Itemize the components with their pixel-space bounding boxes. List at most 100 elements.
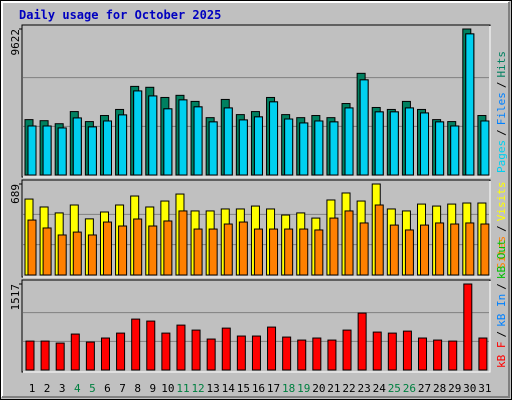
legend-label: Visits — [495, 182, 508, 222]
x-tick-label: 14 — [222, 382, 236, 395]
x-tick-label: 15 — [237, 382, 250, 395]
bar — [193, 228, 203, 276]
bar — [435, 222, 445, 276]
bar — [206, 338, 216, 371]
bar — [85, 341, 95, 371]
bar — [118, 114, 128, 176]
bar — [148, 95, 158, 176]
bar — [402, 330, 412, 371]
legend-label: Pages — [495, 140, 508, 173]
chart-title: Daily usage for October 2025 — [19, 8, 221, 22]
bar — [329, 121, 339, 176]
bar — [251, 335, 261, 371]
bar — [450, 223, 460, 276]
bar — [344, 210, 354, 276]
legend-separator: / — [495, 129, 508, 136]
x-tick-label: 21 — [327, 382, 340, 395]
bar — [314, 120, 324, 176]
bar — [55, 342, 65, 371]
y-max-label: 9622 — [9, 29, 22, 56]
x-tick-label: 16 — [252, 382, 265, 395]
legend-separator: / — [495, 225, 508, 232]
bar — [480, 120, 490, 176]
bar — [27, 219, 37, 276]
x-tick-label: 10 — [161, 382, 174, 395]
bar — [420, 224, 430, 276]
bar — [478, 337, 488, 371]
bar — [161, 332, 171, 371]
x-tick-label: 23 — [358, 382, 371, 395]
bar — [100, 337, 110, 371]
bar — [389, 224, 399, 276]
x-tick-label: 6 — [104, 382, 111, 395]
x-tick-label: 12 — [191, 382, 204, 395]
bar — [420, 112, 430, 176]
x-tick-label: 2 — [44, 382, 51, 395]
bar — [72, 231, 82, 276]
bar — [236, 335, 246, 371]
y-max-label: 689 — [9, 184, 22, 204]
panel-bevel — [23, 181, 491, 278]
bar — [223, 107, 233, 176]
bar — [208, 121, 218, 176]
bar — [133, 218, 143, 276]
legend-separator: / — [495, 331, 508, 338]
bar — [118, 225, 128, 276]
bar — [344, 107, 354, 176]
bar — [57, 127, 67, 176]
bar — [178, 99, 188, 176]
bar — [327, 339, 337, 371]
bar — [57, 234, 67, 276]
bar — [116, 332, 126, 371]
panel-bevel — [23, 281, 491, 373]
bar — [282, 336, 292, 371]
y-max-label: 1517 — [9, 284, 22, 311]
legend-separator: / — [495, 82, 508, 89]
bar — [299, 122, 309, 176]
bar — [253, 228, 263, 276]
bar — [70, 333, 80, 371]
bar — [418, 337, 428, 371]
bar — [329, 217, 339, 276]
bar — [42, 227, 52, 276]
bar — [284, 228, 294, 276]
bar — [342, 329, 352, 371]
x-tick-label: 22 — [342, 382, 355, 395]
x-tick-label: 19 — [297, 382, 310, 395]
bar — [221, 327, 231, 371]
x-tick-label: 3 — [59, 382, 66, 395]
x-tick-label: 29 — [448, 382, 461, 395]
bar — [312, 337, 322, 371]
bar — [208, 228, 218, 276]
panel-bevel — [23, 26, 491, 178]
x-tick-label: 11 — [176, 382, 189, 395]
bar — [314, 229, 324, 276]
bar — [163, 108, 173, 176]
bar — [253, 116, 263, 176]
legend-label: kB In — [495, 294, 508, 327]
legend-separator: / — [495, 283, 508, 290]
bar — [25, 340, 35, 371]
legend-label: kB Out — [495, 239, 508, 279]
bar — [72, 117, 82, 176]
legend-label: kB F — [495, 342, 508, 369]
bar — [404, 229, 414, 276]
bar — [42, 125, 52, 176]
bar — [269, 228, 279, 276]
x-tick-label: 4 — [74, 382, 81, 395]
legend-label: Files — [495, 92, 508, 125]
bar — [27, 125, 37, 176]
bar — [223, 223, 233, 276]
bar — [389, 111, 399, 176]
x-tick-label: 31 — [478, 382, 491, 395]
bar — [40, 340, 50, 371]
x-tick-label: 7 — [119, 382, 126, 395]
bar — [465, 33, 475, 176]
legend-label: Sites — [495, 236, 508, 269]
bar — [374, 111, 384, 176]
bar — [297, 339, 307, 371]
x-tick-label: 8 — [134, 382, 141, 395]
